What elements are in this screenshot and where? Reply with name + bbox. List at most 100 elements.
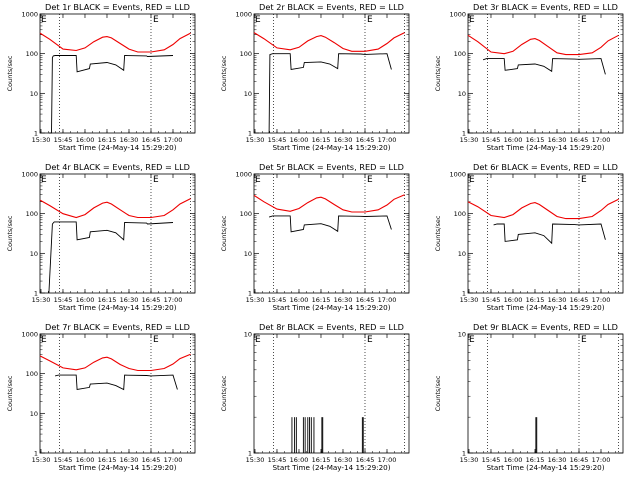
x-tick-label: 16:00 xyxy=(290,456,309,464)
x-axis-label: Start Time (24-May-14 15:29:20) xyxy=(272,143,390,152)
y-tick-label: 100 xyxy=(454,210,466,218)
y-axis-label: Counts/sec xyxy=(6,215,14,251)
plot-frame xyxy=(39,173,196,294)
plot-frame xyxy=(253,13,410,134)
marker-label-end: E xyxy=(581,15,587,25)
x-tick-label: 15:30 xyxy=(246,456,265,464)
x-tick-label: 15:30 xyxy=(32,296,51,304)
y-tick-label: 1000 xyxy=(21,171,38,179)
lld-series-line xyxy=(253,32,405,52)
y-tick-label: 10 xyxy=(244,90,252,98)
plot-frame xyxy=(253,333,410,454)
x-tick-label: 15:30 xyxy=(460,296,479,304)
y-axis-label: Counts/sec xyxy=(220,375,228,411)
marker-label-start: E xyxy=(255,15,261,25)
panel-title: Det 9r BLACK = Events, RED = LLD xyxy=(473,322,618,332)
x-tick-label: 15:30 xyxy=(460,456,479,464)
x-tick-label: 15:30 xyxy=(32,456,51,464)
events-series-line xyxy=(48,55,174,134)
panel-title: Det 5r BLACK = Events, RED = LLD xyxy=(259,162,404,172)
x-tick-label: 16:15 xyxy=(526,136,545,144)
x-tick-label: 16:15 xyxy=(312,296,331,304)
x-tick-label: 15:45 xyxy=(268,296,287,304)
lld-series-line xyxy=(253,194,405,213)
y-tick-label: 1 xyxy=(462,130,466,138)
x-tick-label: 16:30 xyxy=(548,296,567,304)
x-tick-label: 16:15 xyxy=(526,456,545,464)
y-axis-label: Counts/sec xyxy=(6,375,14,411)
y-tick-label: 1000 xyxy=(449,11,466,19)
y-tick-label: 100 xyxy=(240,210,252,218)
y-tick-label: 1 xyxy=(248,290,252,298)
y-tick-label: 10 xyxy=(458,250,466,258)
y-tick-label: 1 xyxy=(248,130,252,138)
x-tick-label: 16:00 xyxy=(504,456,523,464)
y-tick-label: 100 xyxy=(240,50,252,58)
x-tick-label: 17:00 xyxy=(378,456,397,464)
lld-series-line xyxy=(39,198,191,219)
x-tick-label: 16:30 xyxy=(334,136,353,144)
y-tick-label: 10 xyxy=(244,331,252,339)
y-tick-label: 1000 xyxy=(235,11,252,19)
panel-title: Det 4r BLACK = Events, RED = LLD xyxy=(45,162,190,172)
events-series-line xyxy=(48,221,174,294)
y-tick-label: 100 xyxy=(26,50,38,58)
x-tick-label: 16:45 xyxy=(570,296,589,304)
marker-label-start: E xyxy=(469,15,475,25)
plot-frame xyxy=(39,13,196,134)
x-tick-label: 15:45 xyxy=(268,136,287,144)
y-tick-label: 1000 xyxy=(21,11,38,19)
x-axis-label: Start Time (24-May-14 15:29:20) xyxy=(58,143,176,152)
x-tick-label: 16:45 xyxy=(570,136,589,144)
panel-title: Det 7r BLACK = Events, RED = LLD xyxy=(45,322,190,332)
marker-label-start: E xyxy=(41,15,47,25)
x-tick-label: 16:00 xyxy=(290,136,309,144)
x-tick-label: 16:45 xyxy=(356,136,375,144)
marker-label-start: E xyxy=(41,335,47,345)
y-tick-label: 100 xyxy=(26,370,38,378)
plot-frame xyxy=(467,333,624,454)
x-tick-label: 16:30 xyxy=(120,296,139,304)
x-tick-label: 16:15 xyxy=(98,456,117,464)
y-tick-label: 10 xyxy=(30,250,38,258)
x-tick-label: 16:45 xyxy=(142,136,161,144)
marker-label-end: E xyxy=(581,175,587,185)
y-tick-label: 1 xyxy=(248,450,252,458)
y-tick-label: 1000 xyxy=(21,331,38,339)
events-series-line xyxy=(482,58,606,75)
plot-frame xyxy=(39,333,196,454)
x-tick-label: 16:15 xyxy=(526,296,545,304)
marker-label-start: E xyxy=(255,335,261,345)
x-tick-label: 15:30 xyxy=(32,136,51,144)
x-tick-label: 16:00 xyxy=(76,136,95,144)
y-axis-label: Counts/sec xyxy=(434,215,442,251)
marker-label-start: E xyxy=(469,335,475,345)
y-tick-label: 1 xyxy=(462,290,466,298)
x-axis-label: Start Time (24-May-14 15:29:20) xyxy=(272,303,390,312)
x-tick-label: 16:15 xyxy=(312,456,331,464)
marker-label-end: E xyxy=(367,175,373,185)
x-tick-label: 17:00 xyxy=(164,456,183,464)
x-tick-label: 16:00 xyxy=(76,296,95,304)
plot-frame xyxy=(467,13,624,134)
x-tick-label: 16:00 xyxy=(76,456,95,464)
x-tick-label: 15:45 xyxy=(54,456,73,464)
marker-label-start: E xyxy=(41,175,47,185)
y-tick-label: 1000 xyxy=(235,171,252,179)
x-axis-label: Start Time (24-May-14 15:29:20) xyxy=(486,303,604,312)
x-tick-label: 16:45 xyxy=(356,296,375,304)
y-axis-label: Counts/sec xyxy=(434,55,442,91)
x-tick-label: 17:00 xyxy=(378,136,397,144)
x-tick-label: 16:45 xyxy=(570,456,589,464)
marker-label-start: E xyxy=(255,175,261,185)
lld-series-line xyxy=(39,353,191,372)
x-tick-label: 16:00 xyxy=(504,136,523,144)
y-tick-label: 10 xyxy=(458,90,466,98)
y-tick-label: 10 xyxy=(458,331,466,339)
x-tick-label: 15:45 xyxy=(268,456,287,464)
